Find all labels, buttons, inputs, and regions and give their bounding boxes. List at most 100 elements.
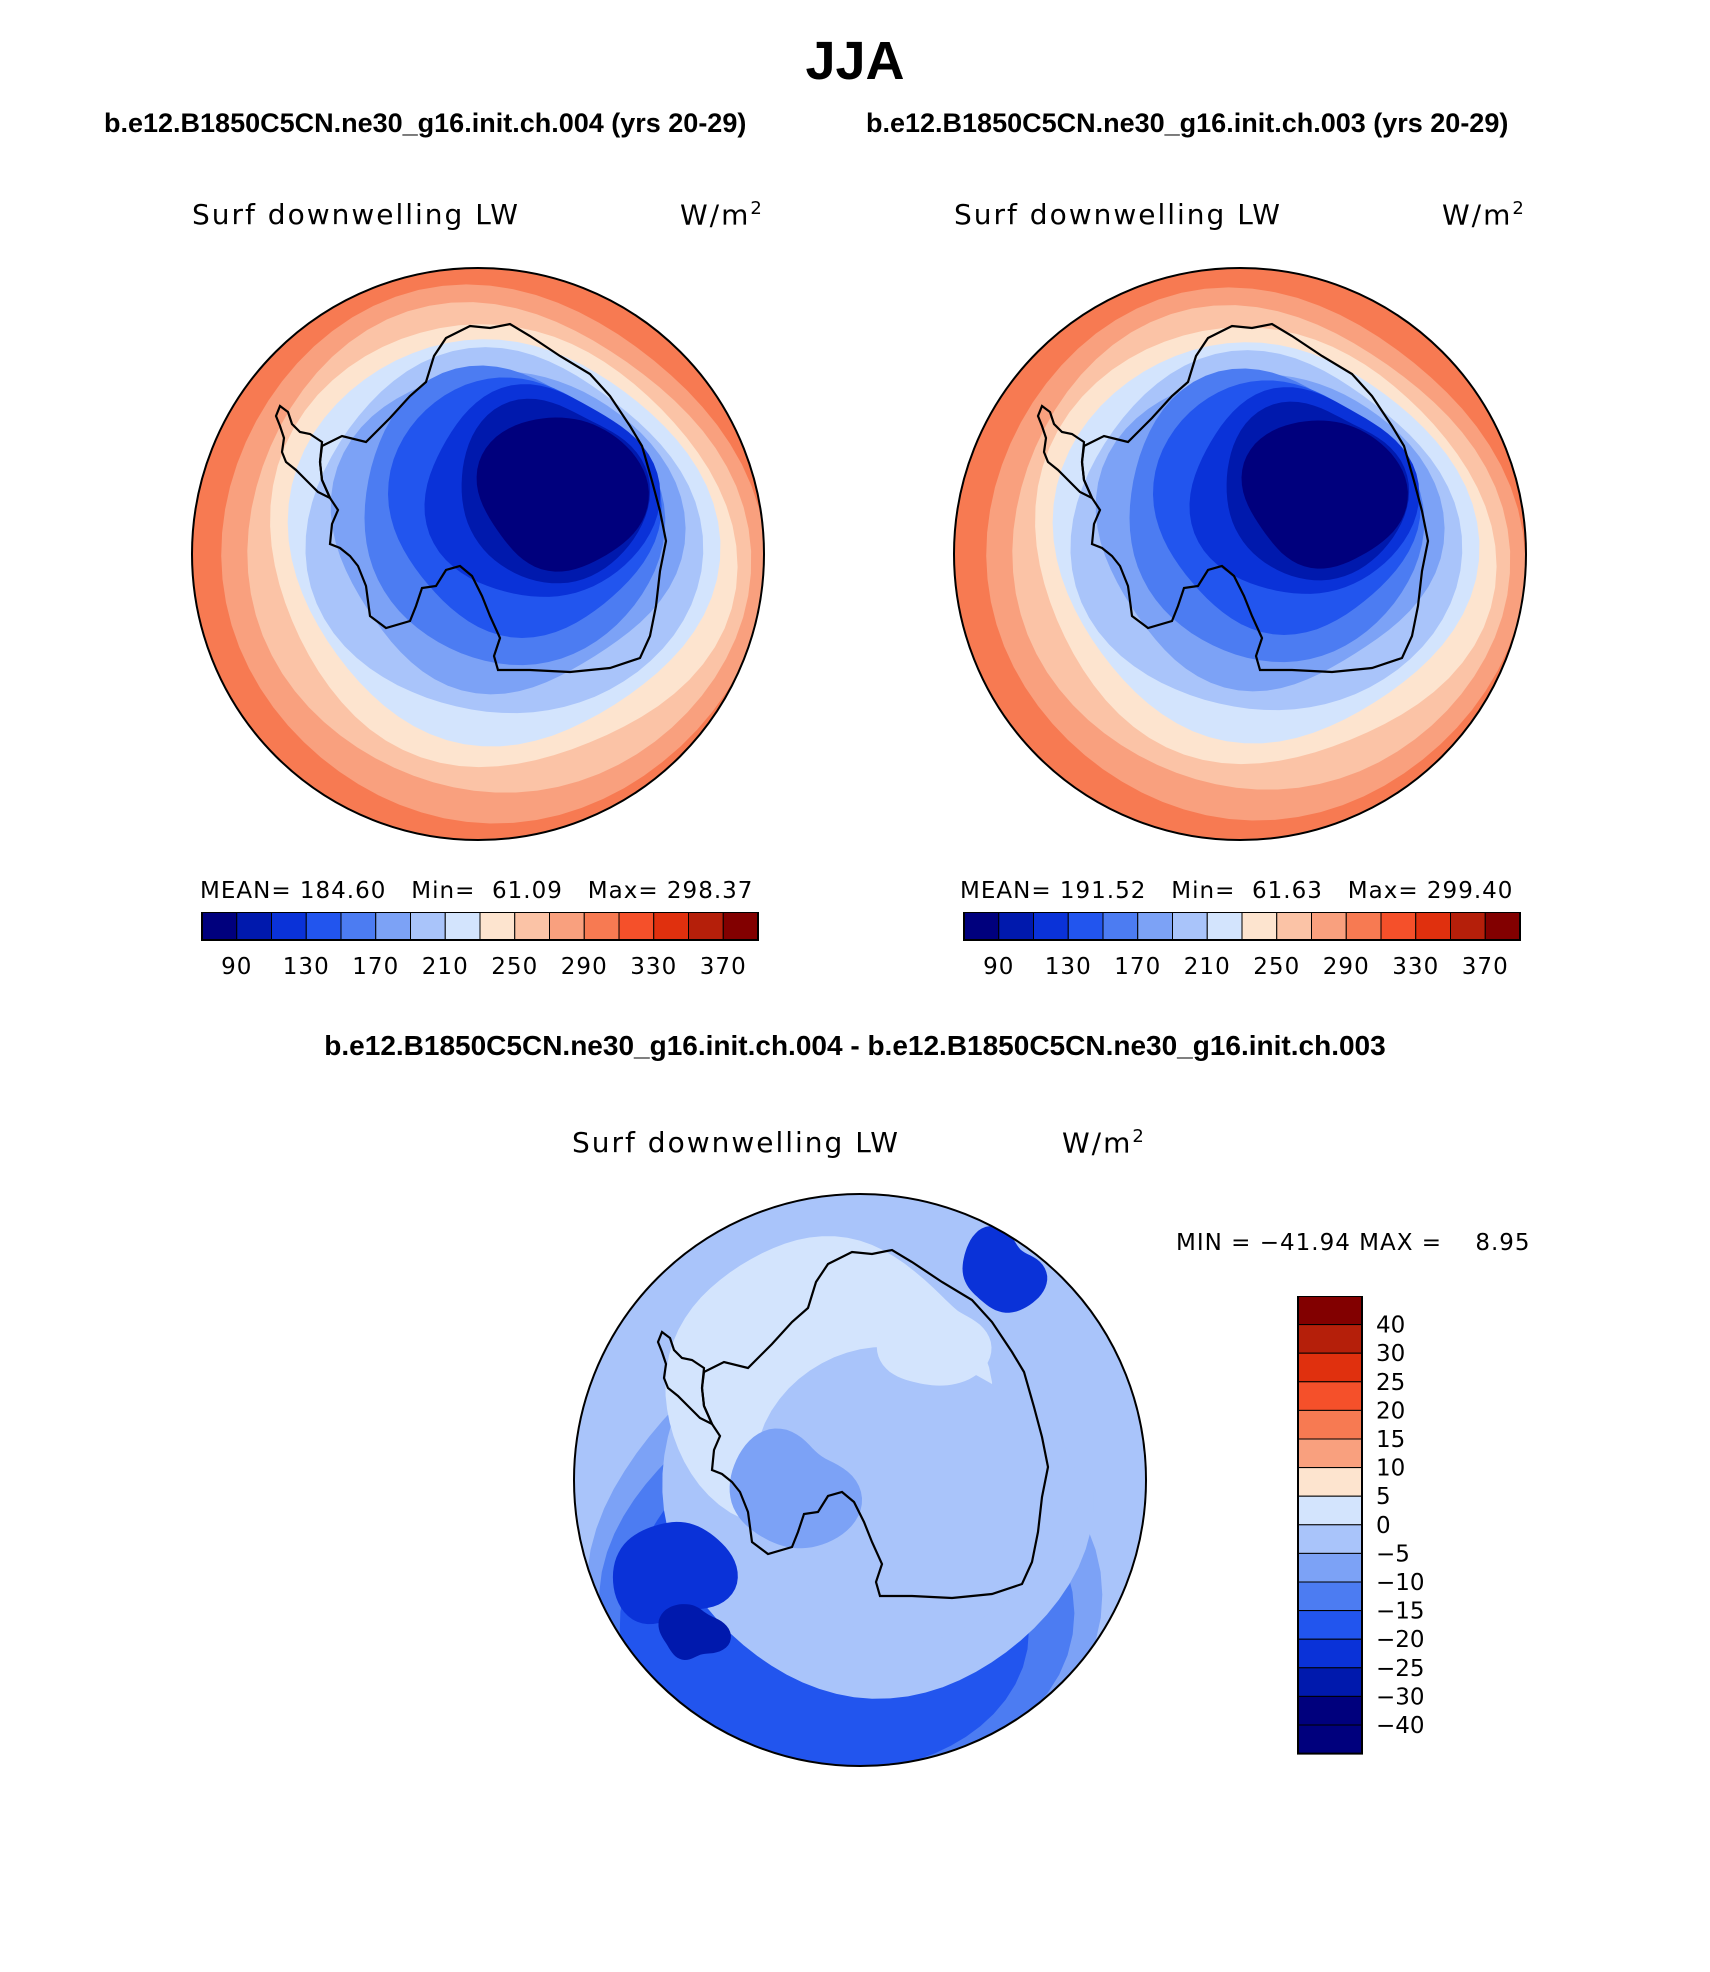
- diff-colorbar-color-box: [1297, 1724, 1363, 1755]
- figure-title: JJA: [805, 31, 905, 91]
- left-colorbar-color-box: [305, 912, 342, 941]
- diff-colorbar-tick-label: 30: [1376, 1341, 1405, 1367]
- difference-map-panel: [573, 1193, 1147, 1767]
- diff-colorbar-color-box: [1297, 1581, 1363, 1612]
- left-map-border: [191, 267, 765, 841]
- diff-peninsula-coastline: [656, 1330, 715, 1427]
- left-case-title: b.e12.B1850C5CN.ne30_g16.init.ch.004 (yr…: [104, 108, 747, 138]
- right-stats: MEAN= 191.52 Min= 61.63 Max= 299.40: [960, 878, 1514, 904]
- left-colorbar: 90 130 170 210 250 290 330 370: [201, 912, 759, 980]
- diff-colorbar-color-box: [1297, 1296, 1363, 1326]
- diff-colorbar-tick-label: −15: [1376, 1599, 1425, 1625]
- right-colorbar-color-box: [1450, 912, 1486, 941]
- right-colorbar-color-box: [1206, 912, 1243, 941]
- diff-colorbar-tick-label: −10: [1376, 1570, 1425, 1596]
- right-colorbar-color-box: [998, 912, 1034, 941]
- left-colorbar-tick-label: 290: [561, 954, 608, 980]
- diff-contour-fill-8: [876, 1290, 992, 1386]
- right-colorbar-color-box: [1484, 912, 1521, 941]
- diff-colorbar-tick-label: −40: [1376, 1713, 1425, 1739]
- left-peninsula-coastline: [274, 404, 333, 501]
- right-colorbar-color-box: [1311, 912, 1347, 941]
- right-colorbar-tick-label: 130: [1045, 954, 1092, 980]
- diff-colorbar-tick-label: 20: [1376, 1398, 1405, 1424]
- right-peninsula-coastline: [1036, 404, 1095, 501]
- right-colorbar-color-box: [1415, 912, 1451, 941]
- left-colorbar-color-box: [236, 912, 272, 941]
- diff-colorbar-tick-label: 25: [1376, 1370, 1405, 1396]
- right-colorbar-color-box: [1241, 912, 1278, 941]
- left-colorbar-color-box: [375, 912, 411, 941]
- right-colorbar-frame: [963, 912, 1521, 941]
- right-colorbar: 90 130 170 210 250 290 330 370: [963, 912, 1521, 980]
- right-colorbar-tick-label: 290: [1323, 954, 1370, 980]
- right-colorbar-tick-label: 330: [1392, 954, 1439, 980]
- right-case-title: b.e12.B1850C5CN.ne30_g16.init.ch.003 (yr…: [866, 108, 1509, 138]
- diff-contour-fill-7: [729, 1428, 862, 1549]
- left-colorbar-color-box: [271, 912, 307, 941]
- left-colorbar-color-box: [410, 912, 446, 941]
- left-contour-fill-11: [476, 417, 649, 572]
- diff-stats: MIN = −41.94 MAX = 8.95: [1176, 1230, 1531, 1256]
- diff-units-label: W/m2: [1062, 1126, 1146, 1160]
- right-colorbar-tick-label: 250: [1253, 954, 1300, 980]
- right-colorbar-color-box: [1033, 912, 1069, 941]
- difference-title: b.e12.B1850C5CN.ne30_g16.init.ch.004 - b…: [324, 1030, 1386, 1061]
- diff-colorbar-color-box: [1297, 1409, 1363, 1440]
- diff-colorbar-tick-label: 40: [1376, 1313, 1405, 1339]
- left-colorbar-color-box: [653, 912, 689, 941]
- diff-colorbar-tick-label: −30: [1376, 1684, 1425, 1710]
- right-colorbar-color-box: [1345, 912, 1382, 941]
- right-map-panel: [953, 267, 1527, 841]
- diff-colorbar-color-box: [1297, 1667, 1363, 1697]
- diff-colorbar-tick-label: 15: [1376, 1427, 1405, 1453]
- right-colorbar-tick-label: 210: [1184, 954, 1231, 980]
- right-colorbar-color-box: [1067, 912, 1104, 941]
- right-units-label: W/m2: [1442, 198, 1526, 232]
- diff-colorbar-color-box: [1297, 1352, 1363, 1383]
- right-colorbar-tick-label: 90: [983, 954, 1014, 980]
- right-colorbar-color-box: [1380, 912, 1417, 941]
- right-contour-fill-11: [1241, 420, 1408, 569]
- diff-colorbar-color-box: [1297, 1438, 1363, 1469]
- left-colorbar-tick-label: 250: [491, 954, 538, 980]
- left-colorbar-color-box: [583, 912, 620, 941]
- diff-colorbar-color-box: [1297, 1381, 1363, 1411]
- diff-variable-label: Surf downwelling LW: [572, 1126, 900, 1159]
- right-colorbar-tick-label: 370: [1462, 954, 1509, 980]
- right-map-border: [953, 267, 1527, 841]
- left-colorbar-color-box: [514, 912, 550, 941]
- diff-contour-fill-11: [658, 1604, 731, 1660]
- left-colorbar-tick-label: 90: [221, 954, 252, 980]
- diff-map-border: [573, 1193, 1147, 1767]
- diff-colorbar-tick-label: −5: [1376, 1541, 1410, 1567]
- right-colorbar-color-box: [1137, 912, 1173, 941]
- left-colorbar-frame: [201, 912, 759, 941]
- diff-colorbar-tick-label: −25: [1376, 1656, 1425, 1682]
- left-colorbar-color-box: [340, 912, 377, 941]
- diff-contour-fill-9: [962, 1226, 1048, 1313]
- right-colorbar-color-box: [1102, 912, 1139, 941]
- diff-contour-fill-6: [754, 1346, 1079, 1643]
- right-colorbar-tick-label: 170: [1114, 954, 1161, 980]
- right-colorbar-color-box: [963, 912, 1000, 941]
- diff-colorbar-color-box: [1297, 1324, 1363, 1354]
- left-variable-label: Surf downwelling LW: [192, 198, 520, 231]
- left-colorbar-tick-label: 130: [283, 954, 330, 980]
- diff-colorbar-color-box: [1297, 1552, 1363, 1583]
- left-colorbar-color-box: [444, 912, 481, 941]
- diff-colorbar-tick-label: 10: [1376, 1456, 1405, 1482]
- left-units-label: W/m2: [680, 198, 764, 232]
- right-variable-label: Surf downwelling LW: [954, 198, 1282, 231]
- left-colorbar-color-box: [479, 912, 516, 941]
- left-colorbar-tick-label: 370: [700, 954, 747, 980]
- diff-colorbar-color-box: [1297, 1638, 1363, 1669]
- left-colorbar-color-box: [722, 912, 759, 941]
- diff-colorbar-color-box: [1297, 1467, 1363, 1497]
- diff-colorbar-color-box: [1297, 1524, 1363, 1554]
- left-colorbar-color-box: [688, 912, 724, 941]
- diff-contour-fill-10: [612, 1521, 738, 1625]
- left-colorbar-color-box: [549, 912, 585, 941]
- right-colorbar-color-box: [1172, 912, 1208, 941]
